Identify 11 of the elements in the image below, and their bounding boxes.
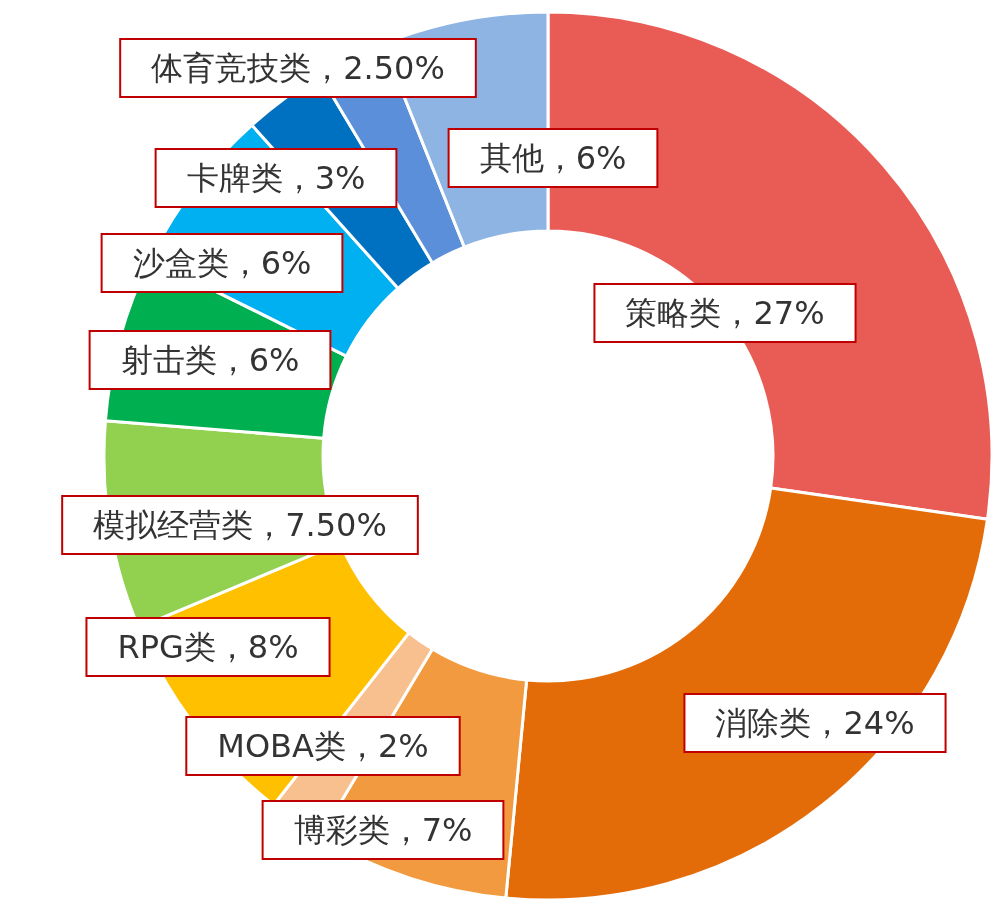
slice-label: 消除类，24% (715, 704, 915, 742)
slice-label: 模拟经营类，7.50% (93, 506, 387, 544)
slice-label: 射击类，6% (120, 341, 300, 379)
slice-label: MOBA类，2% (217, 727, 429, 765)
slice-label: 体育竞技类，2.50% (151, 49, 445, 87)
slice-label: 沙盒类，6% (132, 244, 312, 282)
slice-label: 其他，6% (479, 139, 627, 177)
slice-label: 卡牌类，3% (186, 159, 366, 197)
slice-label: 策略类，27% (625, 294, 825, 332)
slice-label: RPG类，8% (117, 628, 299, 666)
slice-label: 博彩类，7% (293, 811, 473, 849)
